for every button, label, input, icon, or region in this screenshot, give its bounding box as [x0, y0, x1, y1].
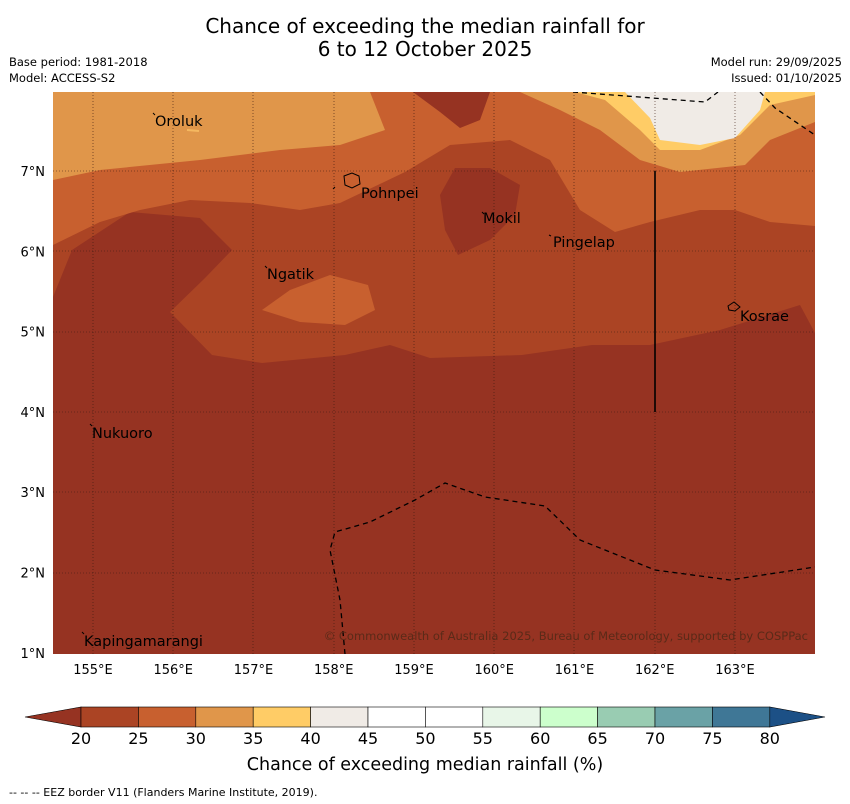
lon-tick-label: 159°E	[394, 663, 434, 678]
colorbar-segment	[310, 706, 369, 728]
colorbar-tick-label: 20	[70, 729, 92, 748]
model-name: Model: ACCESS-S2	[9, 71, 116, 85]
lon-tick-label: 160°E	[474, 663, 514, 678]
colorbar-segment	[712, 706, 771, 728]
contour-ngatik-30pct	[262, 275, 375, 325]
colorbar-title: Chance of exceeding median rainfall (%)	[246, 755, 604, 775]
place-mokil: Mokil	[483, 211, 521, 227]
title-line-1: Chance of exceeding the median rainfall …	[205, 14, 645, 38]
place-ngatik: Ngatik	[267, 267, 315, 283]
lat-tick-label: 1°N	[21, 647, 46, 662]
issued-date: Issued: 01/10/2025	[731, 71, 842, 85]
place-pingelap: Pingelap	[553, 235, 615, 251]
lon-tick-label: 161°E	[555, 663, 595, 678]
graticule	[53, 92, 815, 654]
pohnpei-island-icon	[343, 172, 361, 189]
colorbar-segment	[597, 706, 656, 728]
lat-tick-label: 5°N	[21, 326, 46, 341]
colorbar	[24, 706, 826, 728]
ngatik-atoll-icon	[264, 265, 268, 269]
nukuoro-atoll-icon	[89, 423, 93, 427]
colorbar-tick-label: 60	[530, 729, 551, 748]
colorbar-tick-label: 30	[185, 729, 206, 748]
colorbar-tick-label: 70	[644, 729, 666, 748]
colorbar-under-arrow	[24, 706, 82, 728]
colorbar-tick-label: 80	[759, 729, 780, 748]
colorbar-segment	[195, 706, 254, 728]
kosrae-island-icon	[727, 301, 741, 312]
lat-tick-label: 6°N	[21, 245, 46, 260]
island-outlines	[81, 112, 741, 635]
place-nukuoro: Nukuoro	[92, 426, 153, 442]
contour-45pct	[625, 92, 765, 145]
colorbar-tick-label: 40	[300, 729, 321, 748]
base-period: Base period: 1981-2018	[9, 55, 148, 69]
colorbar-segment	[252, 706, 311, 728]
lon-tick-label: 162°E	[635, 663, 675, 678]
colorbar-segment	[425, 706, 484, 728]
colorbar-tick-label: 45	[357, 729, 379, 748]
lat-tick-label: 3°N	[21, 486, 46, 501]
colorbar-tick-label: 25	[128, 729, 149, 748]
longitude-ticks: 155°E 156°E 157°E 158°E 159°E 160°E 161°E 162°E…	[73, 663, 755, 678]
lat-tick-label: 2°N	[21, 567, 46, 582]
oroluk-atoll-icon	[186, 129, 200, 132]
lat-tick-label: 4°N	[21, 406, 46, 421]
colorbar-tick-label: 75	[702, 729, 723, 748]
colorbar-tick-label: 50	[415, 729, 436, 748]
colorbar-segment	[654, 706, 713, 728]
contour-top-20pct	[413, 92, 490, 128]
latitude-ticks: 7°N 6°N 5°N 4°N 3°N 2°N 1°N	[21, 165, 46, 662]
lat-tick-label: 7°N	[21, 165, 46, 180]
lon-tick-label: 158°E	[314, 663, 354, 678]
lon-tick-label: 163°E	[715, 663, 755, 678]
model-run: Model run: 29/09/2025	[710, 55, 842, 69]
colorbar-tick-label: 55	[472, 729, 493, 748]
eez-border	[329, 92, 815, 654]
lon-tick-label: 156°E	[153, 663, 193, 678]
lon-tick-label: 157°E	[234, 663, 274, 678]
kapinga-atoll-icon	[81, 631, 85, 635]
colorbar-segment	[80, 706, 139, 728]
eez-footnote: -- -- -- EEZ border V11 (Flanders Marine…	[9, 786, 318, 799]
mokil-atoll-icon	[481, 211, 485, 215]
place-oroluk: Oroluk	[155, 114, 203, 130]
oroluk-reef-icon	[152, 112, 156, 116]
colorbar-over-arrow	[769, 706, 826, 728]
place-kosrae: Kosrae	[740, 309, 789, 325]
colorbar-tick-label: 35	[243, 729, 264, 748]
colorbar-segment	[539, 706, 598, 728]
place-pohnpei: Pohnpei	[361, 186, 419, 202]
colorbar-segment	[367, 706, 426, 728]
place-kapingamarangi: Kapingamarangi	[84, 634, 203, 650]
pingelap-atoll-icon	[548, 234, 552, 237]
lon-tick-label: 155°E	[73, 663, 113, 678]
copyright-notice: © Commonwealth of Australia 2025, Bureau…	[324, 629, 808, 643]
colorbar-segment	[138, 706, 197, 728]
contour-mokil-20pct	[440, 168, 520, 255]
colorbar-segment	[482, 706, 541, 728]
colorbar-tick-label: 65	[587, 729, 608, 748]
pohnpei-reef-icon	[332, 186, 336, 190]
title-line-2: 6 to 12 October 2025	[317, 37, 533, 61]
